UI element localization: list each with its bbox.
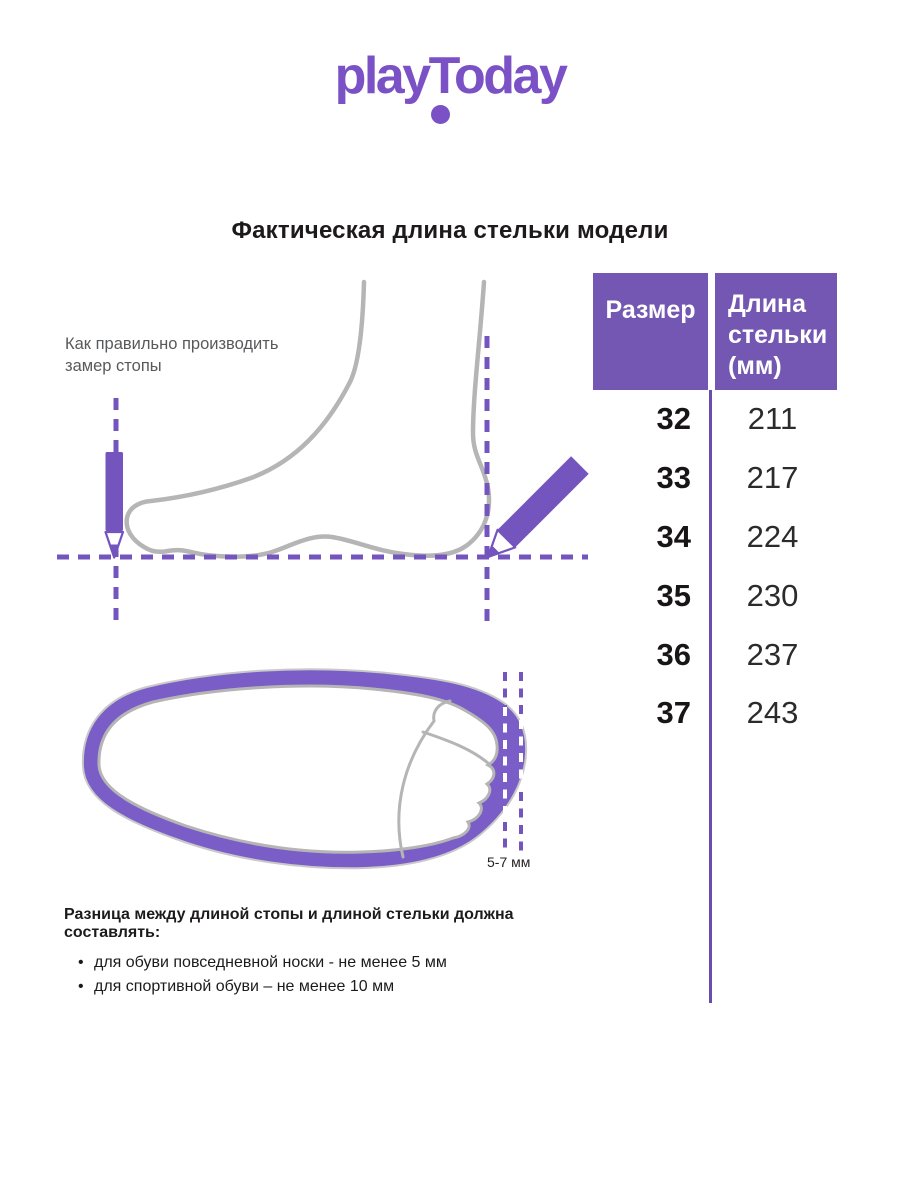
difference-note-list: • для обуви повседневной носки - не мене… bbox=[64, 951, 604, 999]
insole-length-value: 230 bbox=[746, 577, 799, 613]
toe-line-curve bbox=[421, 730, 491, 766]
table-row: 34 224 bbox=[593, 508, 837, 567]
bullet-icon: • bbox=[78, 978, 84, 995]
table-header-length-label: Длина стельки (мм) bbox=[728, 290, 828, 380]
table-header-length: Длина стельки (мм) bbox=[715, 273, 837, 390]
page-title: Фактическая длина стельки модели bbox=[231, 217, 669, 244]
ball-of-foot-curve bbox=[397, 719, 436, 859]
brand-logo-text: playToday bbox=[334, 47, 568, 105]
size-value: 37 bbox=[656, 695, 691, 731]
pencil-icon bbox=[104, 452, 125, 559]
measure-instruction-line1: Как правильно производить bbox=[65, 335, 279, 353]
difference-note-heading: Разница между длиной стопы и длиной стел… bbox=[64, 906, 514, 941]
insole-length-value: 217 bbox=[746, 460, 799, 496]
size-value: 35 bbox=[656, 577, 691, 613]
list-item-text: для спортивной обуви – не менее 10 мм bbox=[94, 978, 395, 995]
pencil-icon bbox=[486, 456, 589, 559]
insole-length-value: 224 bbox=[746, 518, 799, 554]
foot-sole-outline bbox=[97, 684, 499, 854]
list-item: • для обуви повседневной носки - не мене… bbox=[64, 951, 604, 975]
brand-logo-dot-icon bbox=[431, 105, 450, 124]
measure-instruction-line2: замер стопы bbox=[65, 357, 162, 375]
foot-measure-diagram bbox=[57, 279, 589, 870]
difference-note: Разница между длиной стопы и длиной стел… bbox=[64, 906, 604, 999]
toe-allowance-dashed-lines bbox=[503, 672, 523, 852]
measure-instruction: Как правильно производить замер стопы bbox=[65, 333, 335, 377]
foot-side-outline bbox=[124, 279, 492, 559]
table-row: 35 230 bbox=[593, 566, 837, 625]
toe-gap-label: 5-7 мм bbox=[487, 854, 531, 870]
insole-length-value: 211 bbox=[747, 401, 798, 437]
big-toe-curve bbox=[432, 699, 452, 723]
table-row: 32 211 bbox=[593, 390, 837, 449]
table-header-size-label: Размер bbox=[605, 296, 696, 324]
table-header-size: Размер bbox=[593, 273, 708, 390]
list-item-text: для обуви повседневной носки - не менее … bbox=[94, 954, 447, 971]
brand-logo: playToday bbox=[0, 46, 900, 106]
size-table: 32 211 33 217 34 224 35 230 36 237 37 24… bbox=[593, 390, 837, 743]
table-row: 33 217 bbox=[593, 449, 837, 508]
table-column-divider bbox=[709, 390, 712, 1003]
size-value: 33 bbox=[656, 460, 691, 496]
table-row: 37 243 bbox=[593, 684, 837, 743]
size-value: 36 bbox=[656, 636, 691, 672]
size-value: 32 bbox=[656, 401, 691, 437]
insole-length-value: 237 bbox=[746, 636, 799, 672]
bullet-icon: • bbox=[78, 954, 84, 971]
table-row: 36 237 bbox=[593, 625, 837, 684]
size-value: 34 bbox=[656, 518, 691, 554]
footprint-diagram bbox=[81, 668, 528, 870]
list-item: • для спортивной обуви – не менее 10 мм bbox=[64, 975, 604, 999]
insole-length-value: 243 bbox=[746, 695, 799, 731]
